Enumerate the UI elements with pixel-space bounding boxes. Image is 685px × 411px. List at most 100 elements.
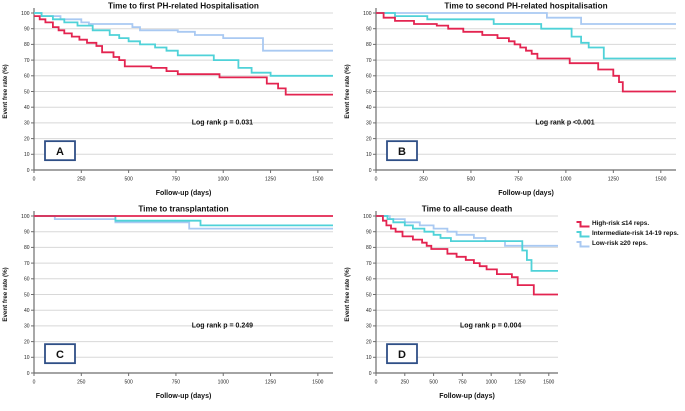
y-tick-label: 20 <box>24 339 30 345</box>
y-tick-label: 20 <box>366 339 372 345</box>
x-tick-label: 250 <box>77 380 86 386</box>
legend-item-low-risk: Low-risk ≥20 reps. <box>576 239 685 248</box>
y-tick-label: 60 <box>366 74 372 80</box>
x-tick-label: 250 <box>401 380 410 386</box>
series-curve-intermediate-risk <box>34 12 333 77</box>
y-axis-title: Event free rate (%) <box>2 267 9 321</box>
y-tick-label: 50 <box>366 89 372 95</box>
x-axis-title: Follow-up (days) <box>498 190 554 197</box>
x-tick-label: 750 <box>172 380 181 386</box>
x-tick-label: 1500 <box>543 380 554 386</box>
series-curve-low-risk <box>34 12 333 52</box>
y-tick-label: 10 <box>24 152 30 158</box>
series-curve-high-risk <box>376 215 558 296</box>
x-tick-label: 0 <box>33 177 36 183</box>
log-rank-p-value: Log rank p = 0.249 <box>192 322 253 329</box>
y-tick-label: 90 <box>24 27 30 33</box>
panel-letter: B <box>398 146 406 158</box>
x-axis-title: Follow-up (days) <box>156 393 212 400</box>
x-tick-label: 500 <box>124 177 133 183</box>
panel-a-time-to-first-hospitalisation: 0 10 20 30 40 50 60 70 80 90 100 0 250 500 750 1000 1250… <box>0 0 342 203</box>
y-tick-label: 30 <box>24 121 30 127</box>
y-tick-label: 0 <box>27 371 30 377</box>
y-tick-label: 50 <box>366 292 372 298</box>
y-tick-label: 60 <box>366 277 372 283</box>
y-tick-label: 40 <box>366 308 372 314</box>
x-tick-label: 0 <box>33 380 36 386</box>
panel-letter: A <box>56 146 64 158</box>
x-tick-label: 1250 <box>265 177 276 183</box>
x-tick-label: 1000 <box>560 177 571 183</box>
series-curve-intermediate-risk <box>34 215 333 227</box>
panel-b-time-to-second-hospitalisation: 0 10 20 30 40 50 60 70 80 90 100 0 250 500 750 1000 1250… <box>342 0 685 203</box>
y-tick-label: 90 <box>366 230 372 236</box>
y-tick-label: 40 <box>24 105 30 111</box>
x-tick-label: 250 <box>77 177 86 183</box>
y-tick-label: 40 <box>366 105 372 111</box>
y-tick-label: 60 <box>24 74 30 80</box>
y-tick-label: 50 <box>24 89 30 95</box>
x-tick-label: 500 <box>429 380 438 386</box>
panel-letter: D <box>398 349 406 361</box>
log-rank-p-value: Log rank p <0.001 <box>535 119 594 126</box>
risk-group-legend: High-risk ≤14 reps. Intermediate-risk 14… <box>576 219 685 249</box>
panel-letter-box <box>44 140 76 162</box>
y-tick-label: 30 <box>366 121 372 127</box>
x-tick-label: 1000 <box>218 380 229 386</box>
series-curve-low-risk <box>34 215 333 230</box>
intermediate-risk-step-line-icon <box>576 231 590 238</box>
y-tick-label: 60 <box>24 277 30 283</box>
y-tick-label: 100 <box>363 11 372 17</box>
legend-item-high-risk: High-risk ≤14 reps. <box>576 219 685 228</box>
y-tick-label: 90 <box>24 230 30 236</box>
x-tick-label: 750 <box>172 177 181 183</box>
x-tick-label: 500 <box>467 177 476 183</box>
panel-letter: C <box>56 349 64 361</box>
y-tick-label: 0 <box>27 168 30 174</box>
panel-title: Time to all-cause death <box>422 205 512 214</box>
panel-c-time-to-transplantation: 0 10 20 30 40 50 60 70 80 90 100 0 250 500 750 1000 1250… <box>0 203 342 406</box>
y-axis-title: Event free rate (%) <box>2 64 9 118</box>
panel-title: Time to second PH-related hospitalisatio… <box>444 2 607 11</box>
y-tick-label: 100 <box>363 214 372 220</box>
y-tick-label: 80 <box>24 42 30 48</box>
x-tick-label: 1250 <box>608 177 619 183</box>
x-tick-label: 1250 <box>514 380 525 386</box>
y-tick-label: 70 <box>366 58 372 64</box>
log-rank-p-value: Log rank p = 0.031 <box>192 119 253 126</box>
legend-label-low-risk: Low-risk ≥20 reps. <box>592 240 648 247</box>
y-tick-label: 90 <box>366 27 372 33</box>
y-tick-label: 0 <box>369 371 372 377</box>
series-curve-intermediate-risk <box>376 12 676 60</box>
x-axis-title: Follow-up (days) <box>439 393 495 400</box>
y-tick-label: 70 <box>366 261 372 267</box>
y-tick-label: 70 <box>24 261 30 267</box>
y-tick-label: 100 <box>21 214 30 220</box>
legend-label-high-risk: High-risk ≤14 reps. <box>592 220 650 227</box>
x-tick-label: 1000 <box>486 380 497 386</box>
panel-title: Time to first PH-related Hospitalisation <box>108 2 259 11</box>
y-tick-label: 10 <box>366 152 372 158</box>
panel-letter-box <box>44 343 76 365</box>
panel-title: Time to transplantation <box>138 205 228 214</box>
series-curve-low-risk <box>376 12 676 25</box>
y-tick-label: 40 <box>24 308 30 314</box>
legend-item-intermediate-risk: Intermediate-risk 14-19 reps. <box>576 229 685 238</box>
y-tick-label: 10 <box>24 355 30 361</box>
panel-letter-box <box>386 140 418 162</box>
panel-letter-box <box>386 343 418 365</box>
x-tick-label: 750 <box>458 380 467 386</box>
x-tick-label: 1000 <box>218 177 229 183</box>
y-tick-label: 20 <box>366 136 372 142</box>
y-tick-label: 30 <box>366 324 372 330</box>
y-tick-label: 10 <box>366 355 372 361</box>
low-risk-step-line-icon <box>576 241 590 248</box>
high-risk-step-line-icon <box>576 221 590 228</box>
y-tick-label: 80 <box>366 245 372 251</box>
log-rank-p-value: Log rank p = 0.004 <box>460 322 521 329</box>
y-tick-label: 70 <box>24 58 30 64</box>
